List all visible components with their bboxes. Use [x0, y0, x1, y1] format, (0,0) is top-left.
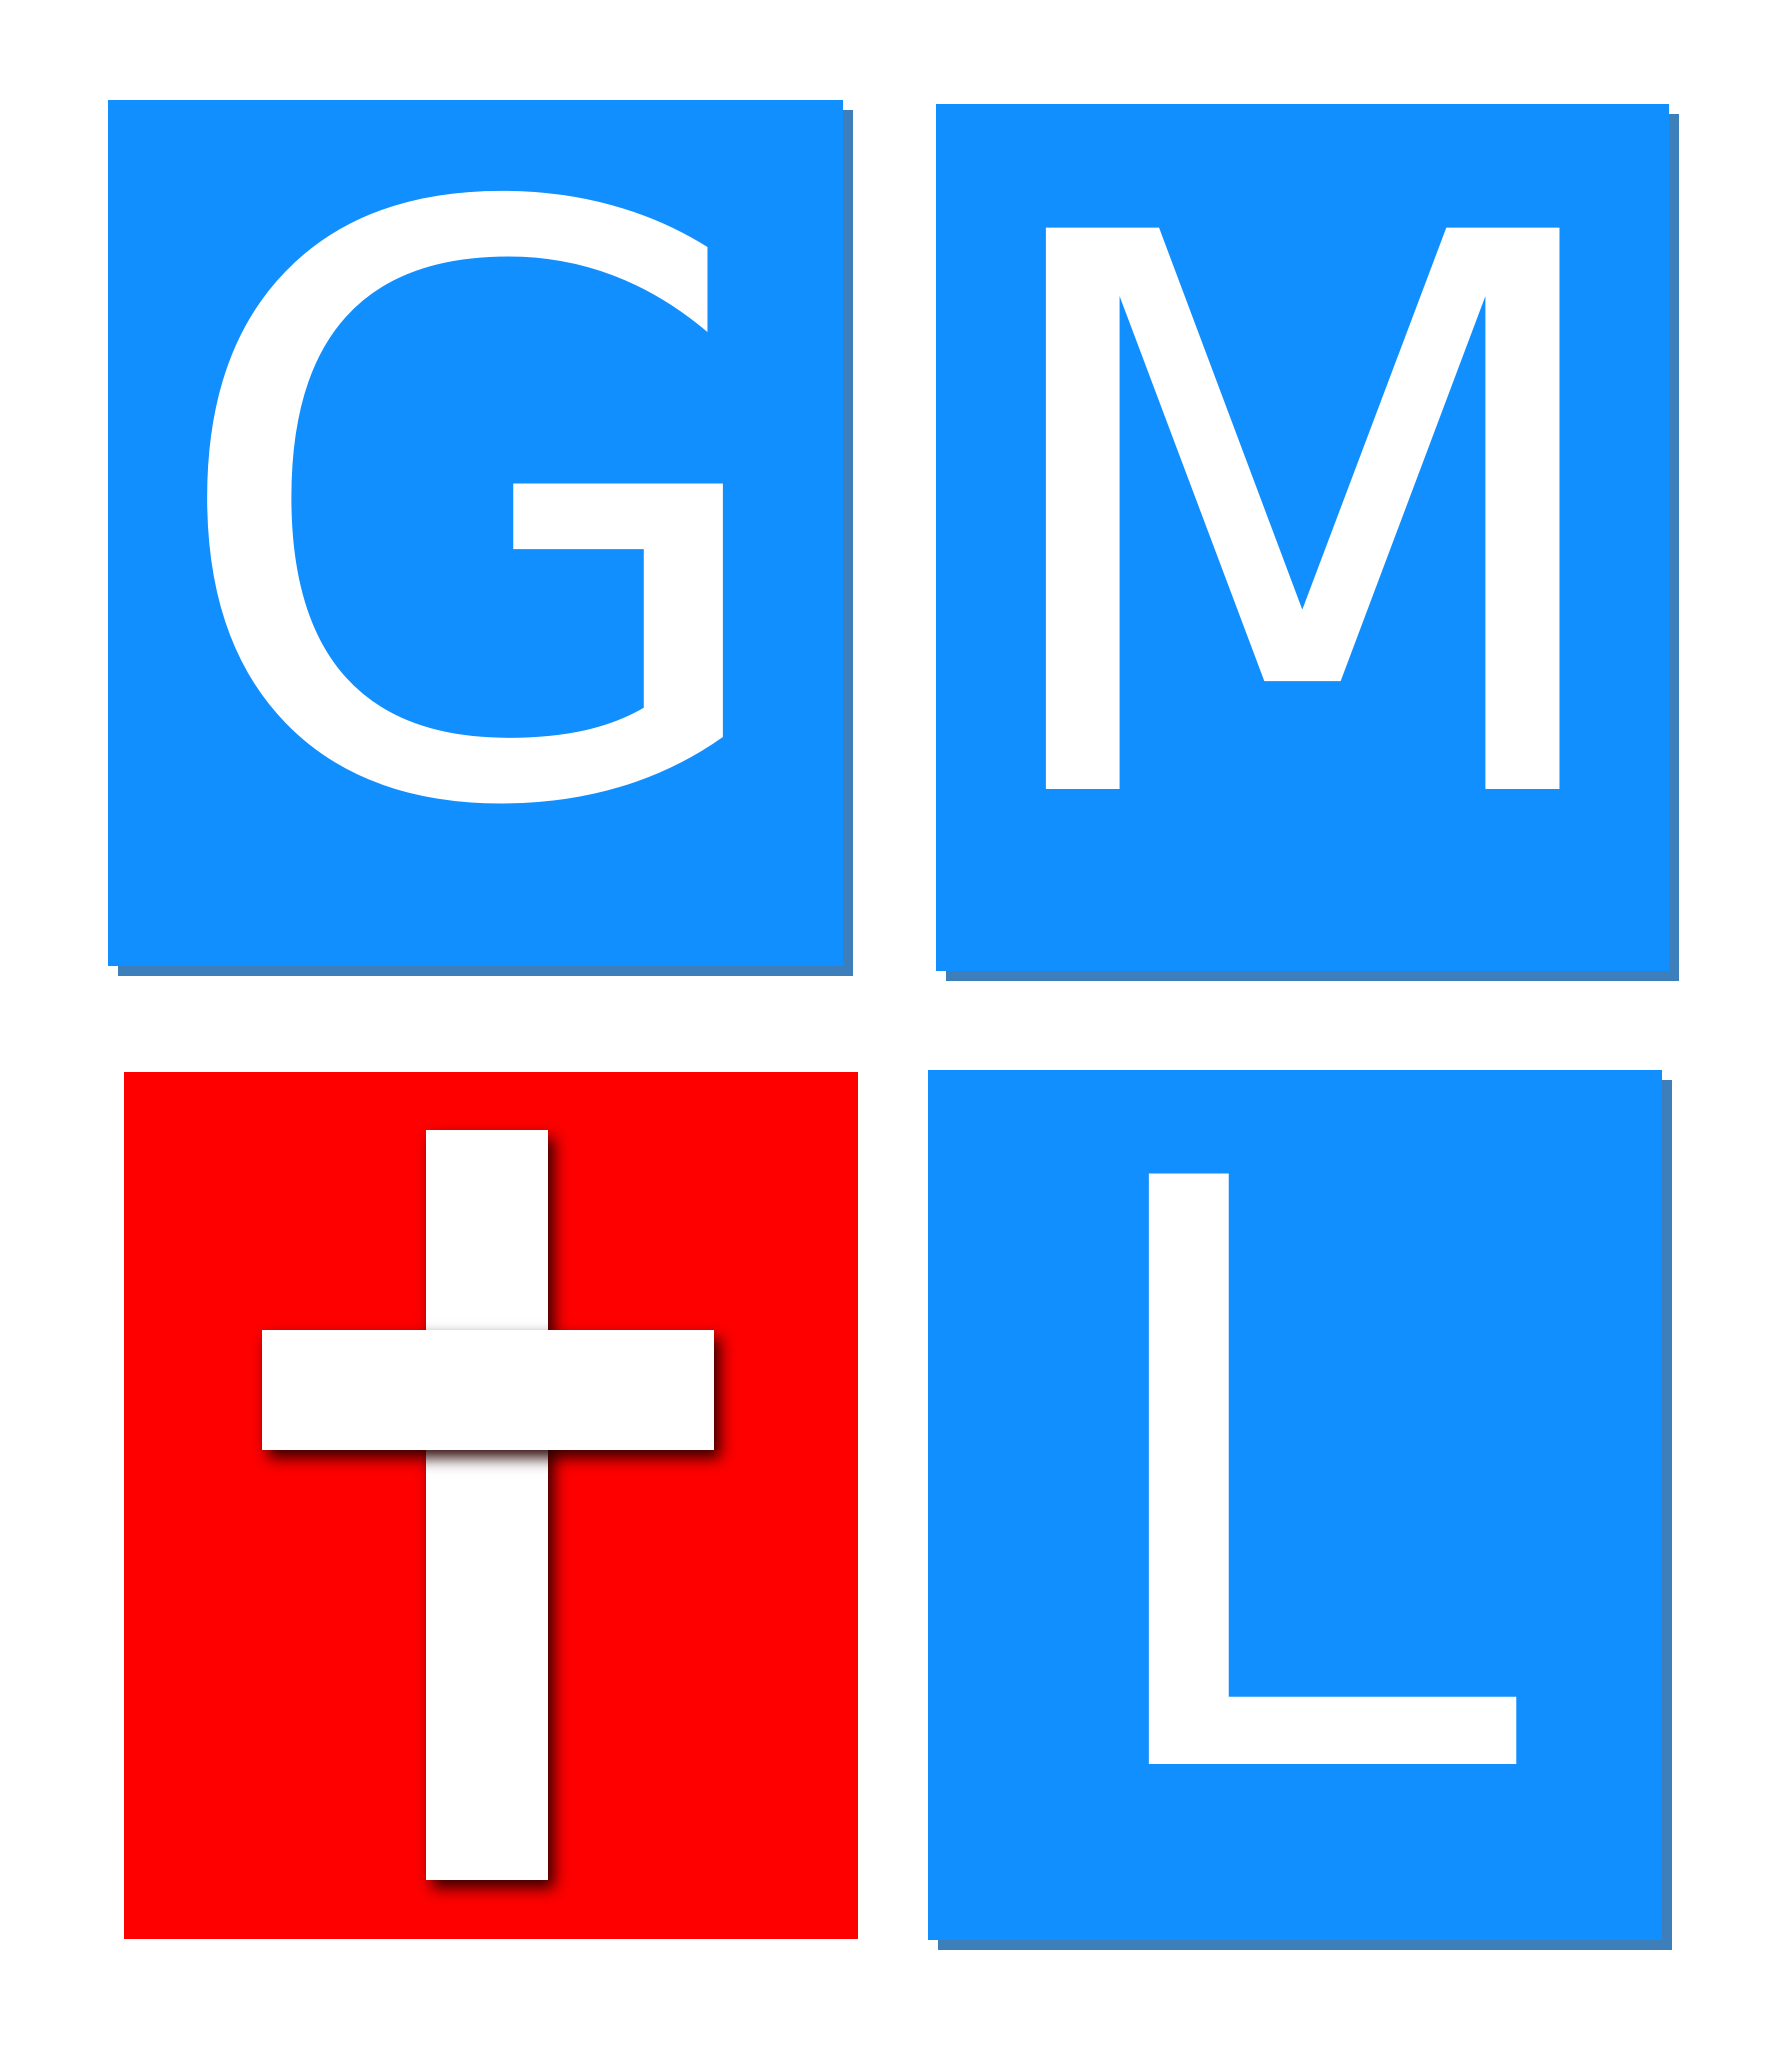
cross-center	[426, 1330, 548, 1450]
cross-icon	[124, 1072, 858, 1939]
logo-letter-g: G	[161, 41, 790, 984]
logo-tile-g: G	[108, 100, 843, 966]
logo-tile-m: M	[936, 104, 1669, 971]
logo-tile-cross	[124, 1072, 858, 1939]
logo-tile-l: L	[928, 1070, 1662, 1940]
logo-letter-m: M	[970, 73, 1635, 971]
logo-letter-l: L	[1069, 1013, 1521, 1956]
cross-vertical-bar	[426, 1130, 548, 1880]
